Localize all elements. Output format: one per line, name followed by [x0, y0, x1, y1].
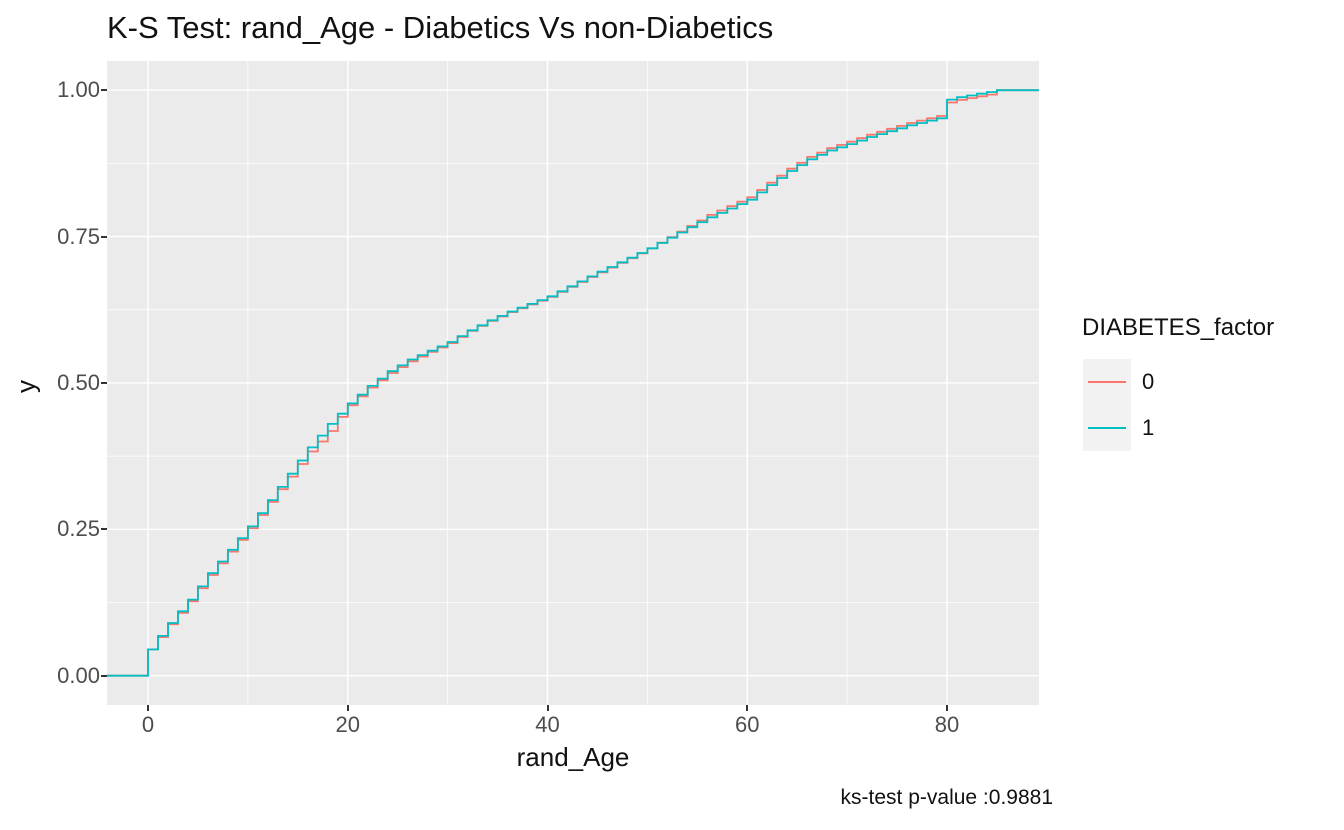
legend-key-0 [1083, 359, 1131, 405]
x-tick-label: 60 [735, 712, 760, 737]
y-tick-mark [101, 528, 107, 531]
x-tick-label: 0 [141, 712, 155, 737]
legend-key-line-icon [1088, 427, 1126, 429]
ecdf-curve-1 [107, 89, 1039, 677]
y-tick-label: 0.25 [57, 516, 100, 542]
legend-label-0: 0 [1142, 369, 1155, 394]
y-tick-label: 0.75 [57, 223, 100, 249]
x-tick-label: 20 [335, 712, 360, 737]
x-tick-mark [746, 705, 749, 711]
y-tick-mark [101, 235, 107, 238]
plot-title: K-S Test: rand_Age - Diabetics Vs non-Di… [107, 10, 774, 45]
x-tick-label: 40 [535, 712, 560, 737]
caption-pvalue: ks-test p-value :0.9881 [840, 786, 1053, 809]
y-tick-label: 1.00 [57, 77, 100, 103]
x-tick-label: 80 [934, 712, 960, 737]
x-tick-mark [546, 705, 549, 711]
legend-key-line-icon [1088, 381, 1126, 383]
legend-title: DIABETES_factor [1082, 314, 1275, 341]
y-tick-mark [101, 674, 107, 677]
legend-label-1: 1 [1142, 415, 1155, 440]
y-axis-title: y [10, 380, 41, 393]
x-axis-title: rand_Age [516, 742, 630, 772]
y-tick-mark [101, 89, 107, 92]
x-tick-mark [346, 705, 349, 711]
x-tick-mark [946, 705, 948, 711]
y-tick-label: 0.00 [57, 662, 100, 688]
y-tick-mark [101, 381, 107, 384]
plot-panel [107, 61, 1039, 705]
legend-key-1 [1083, 405, 1131, 451]
y-tick-label: 0.50 [57, 369, 100, 395]
x-tick-mark [147, 705, 149, 711]
